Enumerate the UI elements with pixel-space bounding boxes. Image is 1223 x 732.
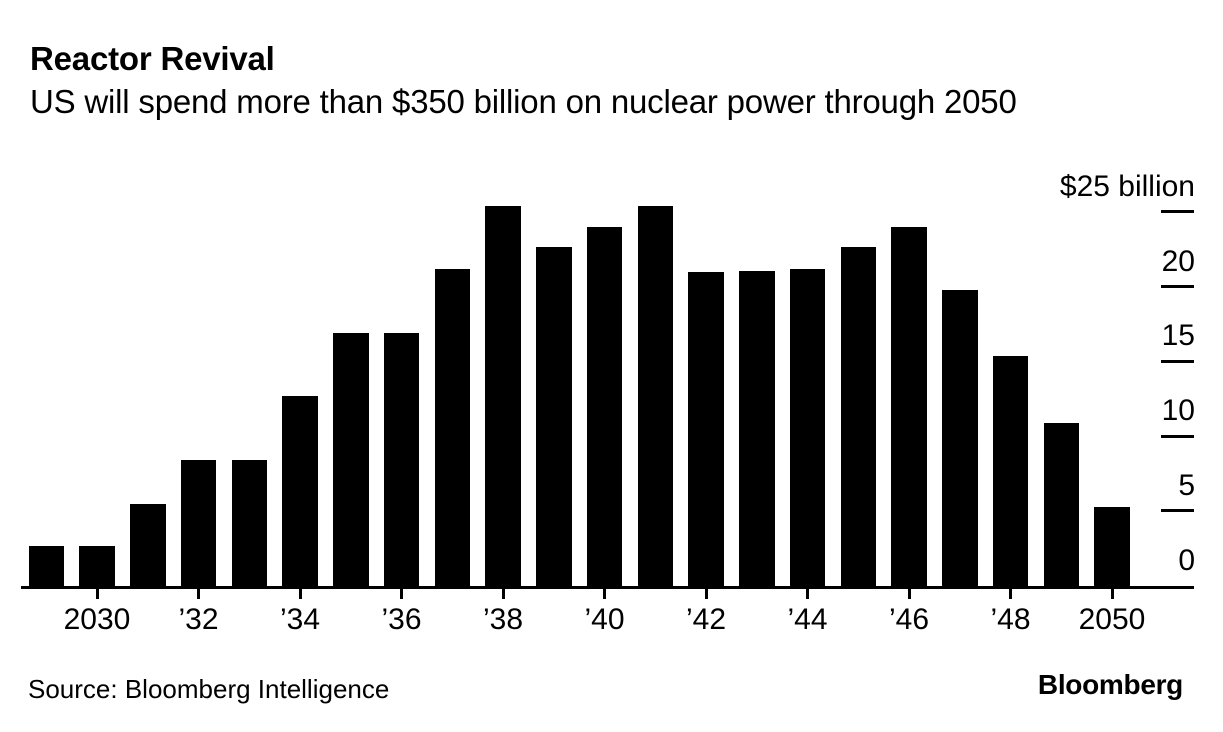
y-axis-tick-20 [1161,285,1194,288]
chart-title: Reactor Revival [30,40,275,77]
y-axis-label-25: $25 billion [1059,169,1195,203]
x-axis-line [21,586,1194,589]
y-axis-tick-15 [1161,359,1194,363]
y-axis-label-0: 0 [1178,543,1195,577]
bar-2041 [637,206,673,586]
x-axis-label-2042: ’42 [685,603,727,636]
x-axis-tick-2036 [400,589,403,599]
x-axis-tick-2038 [501,589,505,599]
bloomberg-logo: Bloomberg [1037,669,1183,700]
bar-2031 [130,503,166,586]
x-axis-tick-2032 [197,589,200,599]
y-axis-tick-10 [1161,434,1194,438]
x-axis-tick-2030 [95,589,99,599]
x-axis-label-2040: ’40 [584,603,625,636]
bar-2037 [434,269,470,586]
x-axis-tick-2040 [603,589,606,599]
x-axis-label-2032: ’32 [178,603,219,636]
x-axis-label-2038: ’38 [482,603,524,636]
x-axis-tick-2044 [806,589,809,599]
x-axis-label-2030: 2030 [63,603,131,636]
bar-2034 [282,396,318,586]
x-axis-label-2036: ’36 [381,603,422,636]
y-axis-label-20: 20 [1161,244,1195,278]
bar-2050 [1094,506,1130,586]
x-axis-tick-2048 [1009,589,1012,599]
x-axis-tick-2050 [1110,589,1114,599]
source-text: Source: Bloomberg Intelligence [28,674,390,704]
bar-2040 [586,227,623,586]
bar-2039 [536,246,572,586]
bar-2030 [79,545,115,586]
x-axis-tick-2034 [298,589,302,599]
bar-2049 [1043,423,1079,586]
bar-2045 [840,246,876,586]
bar-2036 [383,333,420,586]
y-axis-label-10: 10 [1161,394,1195,427]
x-axis-label-2044: ’44 [787,603,828,636]
bar-2048 [992,355,1029,586]
x-axis-label-2048: ’48 [990,603,1031,636]
bar-2042 [688,272,724,586]
bar-2038 [485,206,521,586]
x-axis-label-2046: ’46 [888,603,930,636]
bar-2047 [942,289,978,586]
chart-subtitle: US will spend more than $350 billion on … [30,83,1017,120]
bar-2033 [231,460,267,586]
x-axis-label-2034: ’34 [279,603,321,636]
bar-2035 [333,333,369,586]
y-axis-tick-25 [1161,210,1194,214]
bar-2043 [739,270,775,586]
x-axis-tick-2046 [907,589,911,599]
bar-2029 [28,545,64,586]
y-axis-label-15: 15 [1161,319,1195,353]
x-axis-tick-2042 [704,589,708,599]
bar-2032 [180,460,217,586]
bar-2044 [789,269,826,586]
y-axis-label-5: 5 [1178,468,1195,502]
bar-2046 [891,227,927,586]
x-axis-label-2050: 2050 [1078,603,1146,636]
y-axis-tick-5 [1161,509,1194,513]
